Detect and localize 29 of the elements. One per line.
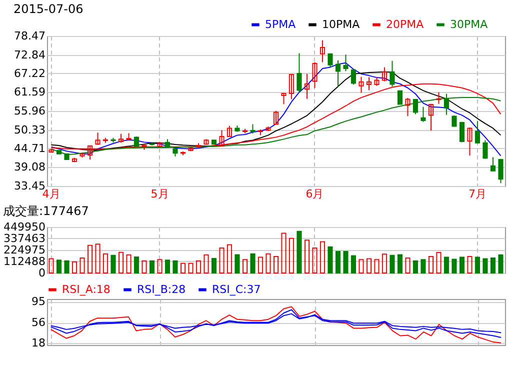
y-tick-label: 55.96 [14, 104, 46, 118]
y-tick-label: 95 [32, 295, 46, 308]
y-tick-label: 112488 [4, 255, 46, 268]
y-tick-label: 33.45 [14, 180, 46, 192]
x-tick-label: 6月 [306, 188, 324, 200]
y-tick-label: 56 [32, 316, 46, 330]
y-tick-label: 39.08 [14, 160, 46, 174]
text: RSI_A:18 [62, 282, 110, 296]
y-tick-label: 18 [32, 336, 46, 350]
legend-label: 10PMA [322, 18, 360, 31]
y-tick-label: 337463 [4, 232, 46, 245]
y-tick-label: 224975 [4, 244, 46, 256]
y-tick-label: 449950 [4, 220, 46, 234]
chart-title: 成交量:177467 [3, 204, 89, 218]
legend-label: 30PMA [450, 18, 488, 31]
legend-label: RSI_C:37 [212, 282, 261, 296]
legend-label: RSI_B:28 [137, 282, 186, 296]
chart-title: 2015-07-06 [14, 2, 84, 16]
legend-label: 5PMA [265, 18, 296, 31]
x-tick-label: 7月 [468, 188, 486, 200]
y-tick-label: 67.22 [14, 66, 46, 80]
y-tick-label: 72.84 [14, 48, 46, 62]
y-tick-label: 0 [38, 266, 46, 280]
y-tick-label: 50.33 [14, 123, 46, 136]
y-tick-label: 78.47 [14, 30, 46, 42]
legend-label: 20PMA [386, 18, 424, 31]
x-tick-label: 5月 [150, 188, 169, 200]
y-tick-label: 61.59 [14, 86, 46, 99]
y-tick-label: 44.71 [14, 142, 46, 155]
